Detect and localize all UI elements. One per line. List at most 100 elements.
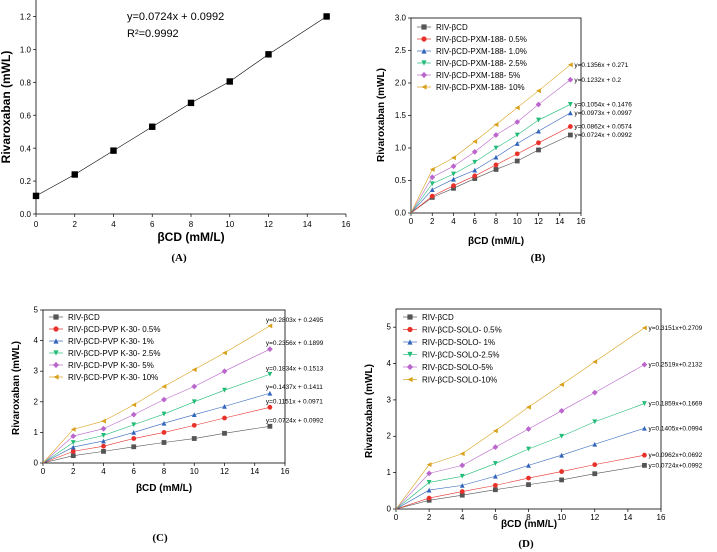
data-point [222,387,227,393]
legend-marker [407,339,413,345]
series-line [410,134,571,214]
data-point [492,461,498,466]
x-tick-label: 14 [555,217,564,226]
legend-marker [53,350,59,356]
y-tick-label: 0.6 [20,111,32,120]
legend-label: RIV-βCD-PVP K-30- 10% [68,373,158,382]
data-point [514,141,520,146]
series-line [395,454,645,510]
data-point [451,176,456,182]
data-point [149,123,156,130]
data-point [514,105,520,111]
legend: RIV-βCD RIV-βCD-SOLO- 0.5% RIV-βCD-SOLO- 1… [403,313,502,385]
data-point [161,430,167,435]
chart-panel-a: 0 2 4 6 8 10 12 14 16 0.0 0.2 0.4 0.6 0.8 1.0 1.2 βCD (m… [0,0,351,264]
series-line [395,465,645,510]
legend-label: RIV-βCD-SOLO-5% [422,363,493,372]
data-point [222,403,227,409]
equation-label: y=0.0962x+0.0692 [648,452,702,459]
data-point [471,149,478,155]
equation-label: y=0.0862x + 0.0574 [574,124,632,131]
y-tick-label: 2.0 [395,78,407,87]
x-tick-label: 16 [342,220,351,229]
data-point [592,471,598,477]
series-line [395,427,645,510]
data-point [131,430,137,435]
data-point [222,415,227,421]
data-point [429,187,435,192]
data-point [567,62,573,68]
x-tick-label: 4 [111,220,116,229]
x-tick-label: 10 [513,217,522,226]
data-point [514,119,521,125]
legend-marker [421,36,427,42]
data-point [267,371,273,377]
x-tick-label: 12 [220,467,229,476]
legend-label: RIV-βCD-PXM-188- 0.5% [436,35,527,44]
data-point [426,470,433,477]
data-point [191,436,197,441]
legend: RIV-βCD RIV-βCD-PVP K-30- 0.5% RIV-βCD-PVP… [49,313,160,382]
y-axis-label: Rivaroxaban (mWL) [364,364,375,458]
x-tick-label: 0 [41,467,46,476]
series-3: y=0.1054x + 0.1476 [410,101,632,214]
series-line [42,348,271,464]
data-point [472,139,478,144]
x-tick-label: 12 [264,220,273,229]
data-point [101,418,106,424]
legend-marker [407,314,413,320]
data-point [591,389,598,396]
data-point [450,163,457,170]
data-point [526,475,531,481]
data-point [514,158,520,164]
equation-label: y=0.1356x + 0.271 [574,62,628,69]
data-point [559,469,565,474]
data-point [429,174,436,181]
data-point [459,489,465,494]
legend-label: RIV-βCD-PVP K-30- 0.5% [68,325,160,334]
series-line [42,392,270,464]
equation-label: y=0.0724x+0.0992 [648,462,702,469]
legend: RIV-βCD RIV-βCD-PXM-188- 0.5% RIV-βCD-PXM-… [417,23,527,92]
legend-marker [407,376,413,383]
data-point [592,359,598,365]
series-line [42,425,270,464]
y-tick-label: 1 [387,468,392,477]
data-point [101,433,106,438]
equation-label: y=0.1437x + 0.1411 [266,384,323,391]
legend-label: RIV-βCD-SOLO- 0.5% [422,326,502,335]
legend-marker [407,326,413,333]
series-line [410,104,571,214]
series-line [395,364,645,510]
data-point [187,99,195,107]
x-tick-label: 10 [557,513,566,522]
series-line [35,16,327,197]
x-tick-label: 2 [73,220,78,229]
legend-label: RIV-βCD-SOLO-2.5% [422,351,500,360]
data-point [559,477,565,483]
y-tick-label: 0.5 [395,176,407,185]
legend-label: RIV-βCD-PVP K-30- 2.5% [68,349,160,358]
x-tick-label: 0 [409,217,414,226]
data-point [459,473,465,479]
data-point [161,420,167,426]
equation-label: y=0.1151x + 0.0971 [266,398,323,405]
y-tick-label: 0.2 [20,177,32,186]
equation-label: y=0.0724x + 0.0992 [127,11,224,23]
data-point [492,487,498,493]
y-tick-label: 1.0 [395,143,407,152]
data-point [567,124,573,129]
data-point [429,181,435,187]
data-point [592,462,598,468]
legend-label: RIV-βCD-PXM-188- 1.0% [436,47,527,56]
x-axis-label: βCD (mM/L) [501,519,557,530]
x-tick-label: 8 [162,467,167,476]
x-axis-label: βCD (mM/L) [136,483,192,494]
data-point [191,412,197,418]
data-point [472,173,478,179]
data-point [492,482,498,488]
x-tick-label: 14 [250,467,259,476]
data-point [110,147,117,154]
y-tick-label: 0.0 [395,208,407,217]
